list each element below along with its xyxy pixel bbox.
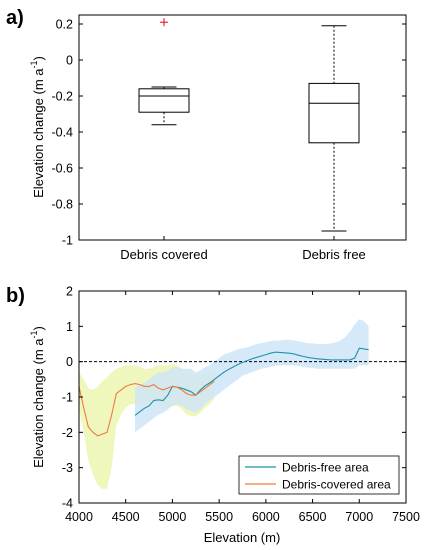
panel-a-x-ticks: Debris covered Debris free: [120, 236, 366, 262]
panel-a-y-axis-label-main: Elevation change (m a: [31, 68, 46, 198]
panel-a-x-tick-label: Debris free: [302, 247, 366, 262]
panel-b-x-axis-label: Elevation (m): [204, 530, 281, 545]
panel-b-x-tick-label: 4500: [112, 510, 140, 524]
panel-b-lineplot: b) -4 -3 -2 -1 0 1 2 4000 4500 5000 5500 6000 6500 7…: [6, 285, 420, 546]
box-debris-free: [308, 25, 360, 232]
outlier-marker: [160, 18, 168, 27]
interquartile-box: [308, 82, 360, 144]
legend-box: [238, 455, 400, 495]
panel-b-series-lines: [79, 347, 369, 437]
panel-b-y-tick-label: -2: [62, 426, 73, 440]
panel-b-x-tick-label: 5000: [159, 510, 187, 524]
box-debris-covered: [138, 18, 190, 126]
panel-a-y-tick-label: -0.8: [51, 198, 73, 212]
panel-a-label: a): [6, 7, 24, 29]
legend-label-debris-free: Debris-free area: [282, 461, 369, 475]
panel-b-y-axis-label-close: ): [31, 326, 46, 330]
legend: Debris-free area Debris-covered area: [238, 455, 400, 495]
panel-a-y-axis-label-sup: -1: [29, 60, 39, 68]
panel-a-y-tick-label: -0.4: [51, 126, 73, 140]
panel-b-uncertainty-bands: [79, 319, 369, 489]
panel-b-x-ticks: 4000 4500 5000 5500 6000 6500 7000 7500: [65, 291, 420, 524]
panel-b-y-tick-label: 0: [66, 355, 73, 369]
panel-a-y-axis-label: Elevation change (m a-1): [29, 56, 46, 198]
panel-b-y-axis-label-sup: -1: [29, 330, 39, 338]
panel-b-x-tick-label: 6500: [299, 510, 327, 524]
panel-b-x-tick-label: 4000: [65, 510, 93, 524]
panel-b-y-tick-label: 2: [66, 285, 73, 299]
debris-free-uncertainty-band: [135, 319, 369, 433]
panel-a-y-tick-label: -1: [62, 234, 73, 248]
panel-b-y-axis-label: Elevation change (m a-1): [29, 326, 46, 468]
panel-b-x-tick-label: 7000: [345, 510, 373, 524]
panel-a-x-tick-label: Debris covered: [120, 247, 207, 262]
panel-a-axes-frame: [78, 14, 407, 241]
panel-a-y-axis-label-close: ): [31, 56, 46, 60]
panel-b-x-tick-label: 7500: [392, 510, 420, 524]
panel-a-y-tick-label: -0.2: [51, 90, 73, 104]
interquartile-box: [138, 88, 190, 113]
panel-a-y-tick-label: 0: [66, 54, 73, 68]
panel-b-y-tick-label: -3: [62, 461, 73, 475]
panel-a-boxplot: a) -1 -0.8 -0.6 -0.4 -0.2 0 0.2 Debris covered…: [6, 7, 407, 262]
panel-a-plot-content: [138, 18, 360, 232]
panel-a-y-ticks: -1 -0.8 -0.6 -0.4 -0.2 0 0.2: [51, 18, 406, 248]
debris-covered-series-line: [79, 380, 215, 437]
panel-b-y-ticks: -4 -3 -2 -1 0 1 2: [62, 285, 406, 511]
panel-b-y-tick-label: -4: [62, 497, 73, 511]
panel-b-y-axis-label-main: Elevation change (m a: [31, 338, 46, 468]
panel-b-y-tick-label: 1: [66, 320, 73, 334]
legend-label-debris-covered: Debris-covered area: [282, 478, 391, 492]
panel-b-x-tick-label: 6000: [252, 510, 280, 524]
panel-a-y-tick-label: -0.6: [51, 162, 73, 176]
panel-b-x-tick-label: 5500: [205, 510, 233, 524]
panel-b-label: b): [6, 285, 25, 307]
panel-a-y-tick-label: 0.2: [56, 18, 73, 32]
panel-b-y-tick-label: -1: [62, 391, 73, 405]
